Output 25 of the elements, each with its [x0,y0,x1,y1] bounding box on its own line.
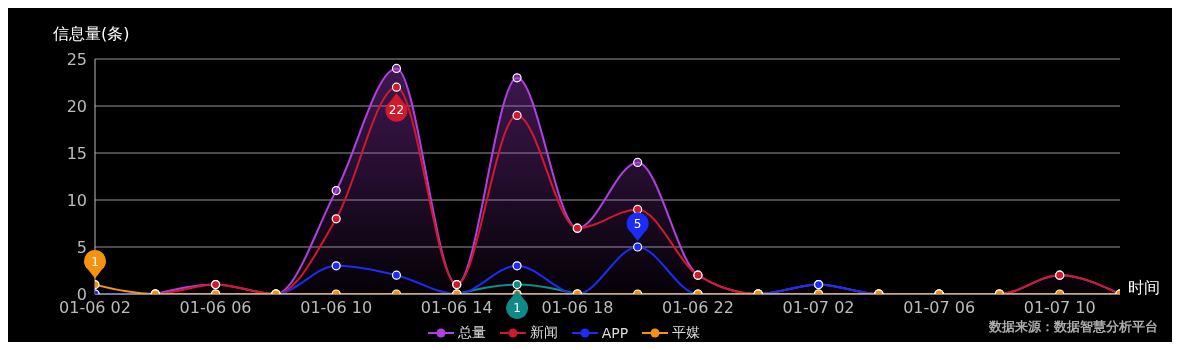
x-tick-label: 01-07 06 [903,298,976,318]
x-tick-label: 01-06 14 [420,298,493,318]
y-tick-label: 20 [66,96,87,116]
data-label: 1 [513,300,521,315]
legend-label: APP [601,325,629,341]
x-tick-label: 01-07 02 [782,298,855,318]
source-note: 数据来源：数据智慧分析平台 [989,318,1158,336]
data-label: 22 [388,103,405,118]
y-tick-label: 0 [76,284,87,304]
x-axis-title: 时间 [1128,278,1160,299]
x-tick-label: 01-07 10 [1023,298,1096,318]
x-tick-label: 01-06 06 [179,298,252,318]
y-tick-label: 15 [66,143,87,163]
y-tick-label: 5 [76,237,87,257]
x-tick-label: 01-06 10 [300,298,373,318]
legend-label: 平媒 [672,324,701,342]
y-axis-title: 信息量(条) [53,24,130,45]
x-tick-label: 01-06 22 [661,298,734,318]
x-tick-label: 01-06 18 [541,298,614,318]
legend-label: 总量 [457,324,486,342]
y-tick-label: 25 [66,49,87,69]
y-tick-label: 10 [66,190,87,210]
data-label: 5 [633,217,642,231]
legend-label: 新闻 [529,324,558,342]
data-label: 1 [91,254,99,269]
